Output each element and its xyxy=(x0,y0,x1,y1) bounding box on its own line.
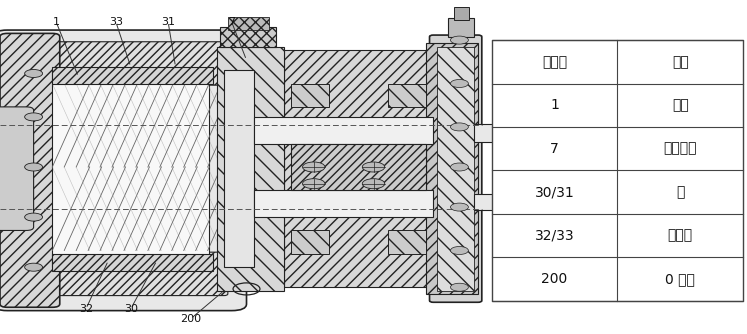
Text: 1: 1 xyxy=(52,17,60,27)
Bar xyxy=(284,50,433,287)
Bar xyxy=(254,190,433,217)
Circle shape xyxy=(25,113,43,121)
Text: 200: 200 xyxy=(542,272,568,286)
Text: 32: 32 xyxy=(79,304,93,314)
Circle shape xyxy=(303,179,325,189)
Circle shape xyxy=(450,163,468,171)
Bar xyxy=(454,7,469,20)
Circle shape xyxy=(362,162,385,172)
FancyBboxPatch shape xyxy=(0,107,34,230)
Bar xyxy=(291,84,329,107)
Text: 0 形圈: 0 形圈 xyxy=(666,272,695,286)
Text: 32/33: 32/33 xyxy=(535,228,574,242)
Text: 名称: 名称 xyxy=(672,55,689,69)
Circle shape xyxy=(25,163,43,171)
Circle shape xyxy=(303,162,325,172)
Circle shape xyxy=(450,79,468,88)
Bar xyxy=(437,47,474,291)
Circle shape xyxy=(450,203,468,211)
Text: 中间法兰: 中间法兰 xyxy=(663,142,697,156)
Bar xyxy=(52,67,213,84)
Bar xyxy=(448,18,474,37)
Bar xyxy=(224,70,254,267)
Text: 位置号: 位置号 xyxy=(542,55,567,69)
Circle shape xyxy=(25,213,43,221)
Text: 31: 31 xyxy=(161,17,175,27)
Text: 30/31: 30/31 xyxy=(535,185,574,199)
Bar xyxy=(474,194,527,210)
FancyBboxPatch shape xyxy=(430,35,482,302)
Text: 200: 200 xyxy=(180,314,201,324)
Bar xyxy=(388,230,426,254)
Text: 33: 33 xyxy=(109,17,123,27)
Bar xyxy=(426,43,478,294)
Circle shape xyxy=(25,69,43,77)
Bar xyxy=(0,0,486,334)
Bar xyxy=(52,254,213,271)
Bar xyxy=(254,117,433,144)
Bar xyxy=(388,84,426,107)
Bar xyxy=(228,17,269,30)
Bar xyxy=(519,129,536,138)
Text: 30: 30 xyxy=(124,304,137,314)
Bar xyxy=(474,124,538,142)
FancyBboxPatch shape xyxy=(0,33,60,307)
Ellipse shape xyxy=(504,198,527,206)
Circle shape xyxy=(450,246,468,255)
Bar xyxy=(52,70,209,267)
Bar xyxy=(220,27,276,47)
Text: 轴: 轴 xyxy=(676,185,684,199)
Circle shape xyxy=(450,36,468,44)
Circle shape xyxy=(25,263,43,271)
Bar xyxy=(291,230,329,254)
Text: 7: 7 xyxy=(550,142,559,156)
Text: 螺旋套: 螺旋套 xyxy=(668,228,693,242)
Bar xyxy=(217,47,284,291)
FancyBboxPatch shape xyxy=(0,30,247,311)
Circle shape xyxy=(450,283,468,291)
Circle shape xyxy=(362,179,385,189)
Text: 泵体: 泵体 xyxy=(672,98,689,112)
Text: 1: 1 xyxy=(550,98,559,112)
Circle shape xyxy=(450,123,468,131)
Text: 7: 7 xyxy=(228,17,235,27)
Bar xyxy=(492,40,743,301)
FancyBboxPatch shape xyxy=(11,252,228,296)
FancyBboxPatch shape xyxy=(11,42,228,85)
Bar xyxy=(291,144,426,190)
